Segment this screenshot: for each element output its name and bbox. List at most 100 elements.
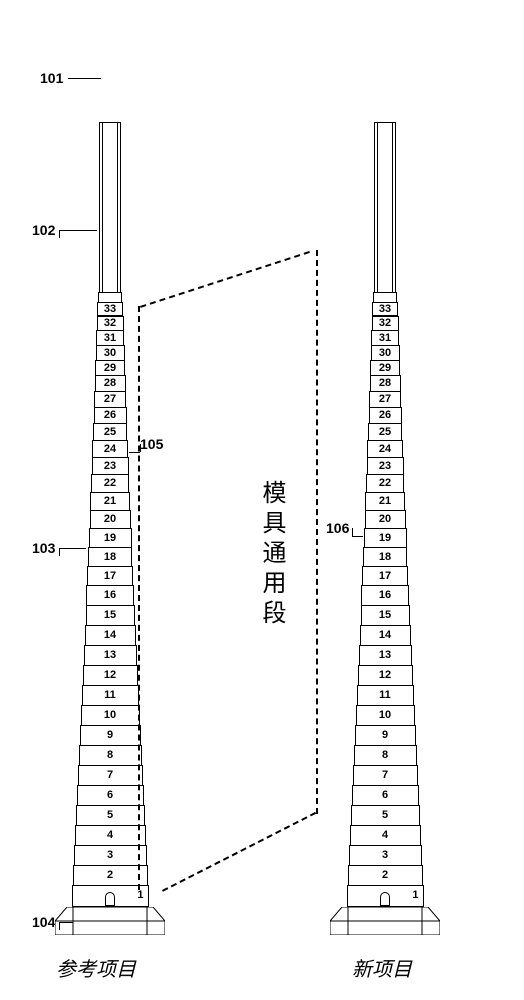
segment-3: 3 xyxy=(349,845,422,865)
segment-19: 19 xyxy=(364,528,407,547)
segment-17: 17 xyxy=(87,566,133,585)
segment-16: 16 xyxy=(361,585,409,605)
leader-102v xyxy=(59,230,60,238)
segment-25: 25 xyxy=(368,423,402,440)
door-icon xyxy=(105,892,115,906)
segment-24: 24 xyxy=(92,440,128,457)
leader-106 xyxy=(352,536,363,537)
segment-22: 22 xyxy=(366,474,404,492)
segment-10: 10 xyxy=(81,705,140,725)
segment-9: 9 xyxy=(80,725,141,745)
segment-19: 19 xyxy=(89,528,132,547)
transition-seg xyxy=(330,292,440,302)
top-tube xyxy=(330,122,440,292)
segment-23: 23 xyxy=(367,457,404,474)
leader-104 xyxy=(59,922,73,923)
callout-102: 102 xyxy=(32,222,55,238)
segment-17: 17 xyxy=(362,566,408,585)
segment-11: 11 xyxy=(357,685,414,705)
segment-2: 2 xyxy=(348,865,423,885)
dash-top xyxy=(140,251,310,308)
leader-106v xyxy=(352,528,353,536)
segment-14: 14 xyxy=(360,625,411,645)
caption-reference: 参考项目 xyxy=(56,953,136,982)
leader-105v xyxy=(140,444,141,452)
transition-seg xyxy=(55,292,165,302)
callout-106: 106 xyxy=(326,520,349,536)
segment-28: 28 xyxy=(95,375,126,391)
segment-21: 21 xyxy=(90,492,130,510)
leader-102 xyxy=(59,230,97,231)
segment-32: 32 xyxy=(372,316,399,330)
callout-104: 104 xyxy=(32,914,55,930)
segment-5: 5 xyxy=(76,805,145,825)
segment-31: 31 xyxy=(371,330,399,345)
segment-29: 29 xyxy=(95,360,125,375)
door-seg: 1 xyxy=(330,885,440,907)
top-tube xyxy=(55,122,165,292)
base xyxy=(330,907,440,940)
segment-13: 13 xyxy=(359,645,412,665)
segment-12: 12 xyxy=(83,665,138,685)
door-icon xyxy=(380,892,390,906)
segment-15: 15 xyxy=(361,605,410,625)
segment-8: 8 xyxy=(354,745,417,765)
segment-2: 2 xyxy=(73,865,148,885)
segment-3: 3 xyxy=(74,845,147,865)
segment-18: 18 xyxy=(363,547,407,566)
segment-28: 28 xyxy=(370,375,401,391)
segment-32: 32 xyxy=(97,316,124,330)
callout-101: 101 xyxy=(40,70,63,86)
segment-23: 23 xyxy=(92,457,129,474)
dash-right-v xyxy=(316,250,318,814)
segment-25: 25 xyxy=(93,423,127,440)
center-label: 模具通用段 xyxy=(254,480,289,630)
segment-33: 33 xyxy=(372,302,398,316)
segment-22: 22 xyxy=(91,474,129,492)
dash-left-v xyxy=(138,306,140,890)
tower-reference: 3332313029282726252423222120191817161514… xyxy=(55,122,165,940)
segment-16: 16 xyxy=(86,585,134,605)
segment-15: 15 xyxy=(86,605,135,625)
segment-stack: 3332313029282726252423222120191817161514… xyxy=(55,302,165,885)
segment-20: 20 xyxy=(90,510,131,528)
segment-30: 30 xyxy=(96,345,125,360)
callout-105: 105 xyxy=(140,436,163,452)
segment-10: 10 xyxy=(356,705,415,725)
callout-103: 103 xyxy=(32,540,55,556)
dash-bottom xyxy=(162,812,316,892)
segment-21: 21 xyxy=(365,492,405,510)
segment-6: 6 xyxy=(77,785,144,805)
segment-13: 13 xyxy=(84,645,137,665)
leader-103 xyxy=(59,548,86,549)
segment-7: 7 xyxy=(353,765,418,785)
segment-27: 27 xyxy=(369,391,401,407)
segment-14: 14 xyxy=(85,625,136,645)
segment-4: 4 xyxy=(350,825,421,845)
segment-stack: 3332313029282726252423222120191817161514… xyxy=(330,302,440,885)
door-seg: 1 xyxy=(55,885,165,907)
segment-8: 8 xyxy=(79,745,142,765)
segment-29: 29 xyxy=(370,360,400,375)
leader-103v xyxy=(59,548,60,556)
segment-11: 11 xyxy=(82,685,139,705)
base xyxy=(55,907,165,940)
segment-4: 4 xyxy=(75,825,146,845)
segment-18: 18 xyxy=(88,547,132,566)
segment-33: 33 xyxy=(97,302,123,316)
segment-9: 9 xyxy=(355,725,416,745)
segment-26: 26 xyxy=(94,407,127,423)
segment-31: 31 xyxy=(96,330,124,345)
segment-20: 20 xyxy=(365,510,406,528)
segment-6: 6 xyxy=(352,785,419,805)
leader-104v xyxy=(59,922,60,930)
segment-7: 7 xyxy=(78,765,143,785)
segment-5: 5 xyxy=(351,805,420,825)
segment-24: 24 xyxy=(367,440,403,457)
segment-26: 26 xyxy=(369,407,402,423)
segment-12: 12 xyxy=(358,665,413,685)
segment-27: 27 xyxy=(94,391,126,407)
segment-30: 30 xyxy=(371,345,400,360)
leader-101 xyxy=(68,78,101,79)
caption-new: 新项目 xyxy=(352,953,412,982)
